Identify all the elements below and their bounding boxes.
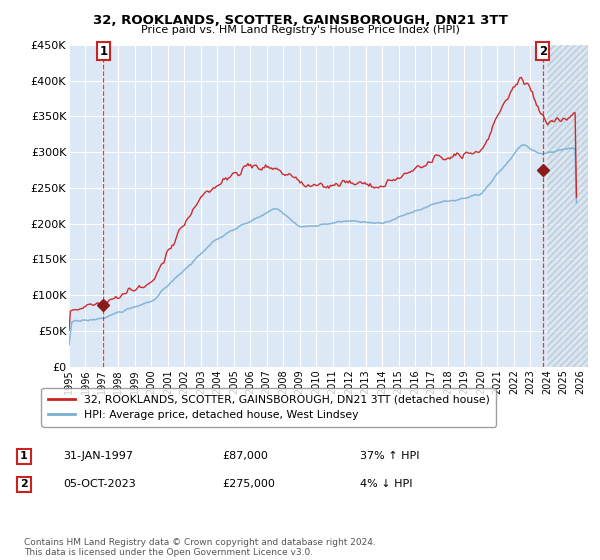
Text: 1: 1 — [20, 451, 28, 461]
Text: 05-OCT-2023: 05-OCT-2023 — [63, 479, 136, 489]
Text: £275,000: £275,000 — [222, 479, 275, 489]
Text: 1: 1 — [99, 45, 107, 58]
Text: 2: 2 — [20, 479, 28, 489]
Text: £87,000: £87,000 — [222, 451, 268, 461]
Text: 37% ↑ HPI: 37% ↑ HPI — [360, 451, 419, 461]
Text: 32, ROOKLANDS, SCOTTER, GAINSBOROUGH, DN21 3TT: 32, ROOKLANDS, SCOTTER, GAINSBOROUGH, DN… — [92, 14, 508, 27]
Bar — [547, 45, 588, 367]
Text: Contains HM Land Registry data © Crown copyright and database right 2024.
This d: Contains HM Land Registry data © Crown c… — [24, 538, 376, 557]
Text: 4% ↓ HPI: 4% ↓ HPI — [360, 479, 413, 489]
Text: Price paid vs. HM Land Registry's House Price Index (HPI): Price paid vs. HM Land Registry's House … — [140, 25, 460, 35]
Text: 2: 2 — [539, 45, 547, 58]
Legend: 32, ROOKLANDS, SCOTTER, GAINSBOROUGH, DN21 3TT (detached house), HPI: Average pr: 32, ROOKLANDS, SCOTTER, GAINSBOROUGH, DN… — [41, 388, 496, 427]
Text: 31-JAN-1997: 31-JAN-1997 — [63, 451, 133, 461]
